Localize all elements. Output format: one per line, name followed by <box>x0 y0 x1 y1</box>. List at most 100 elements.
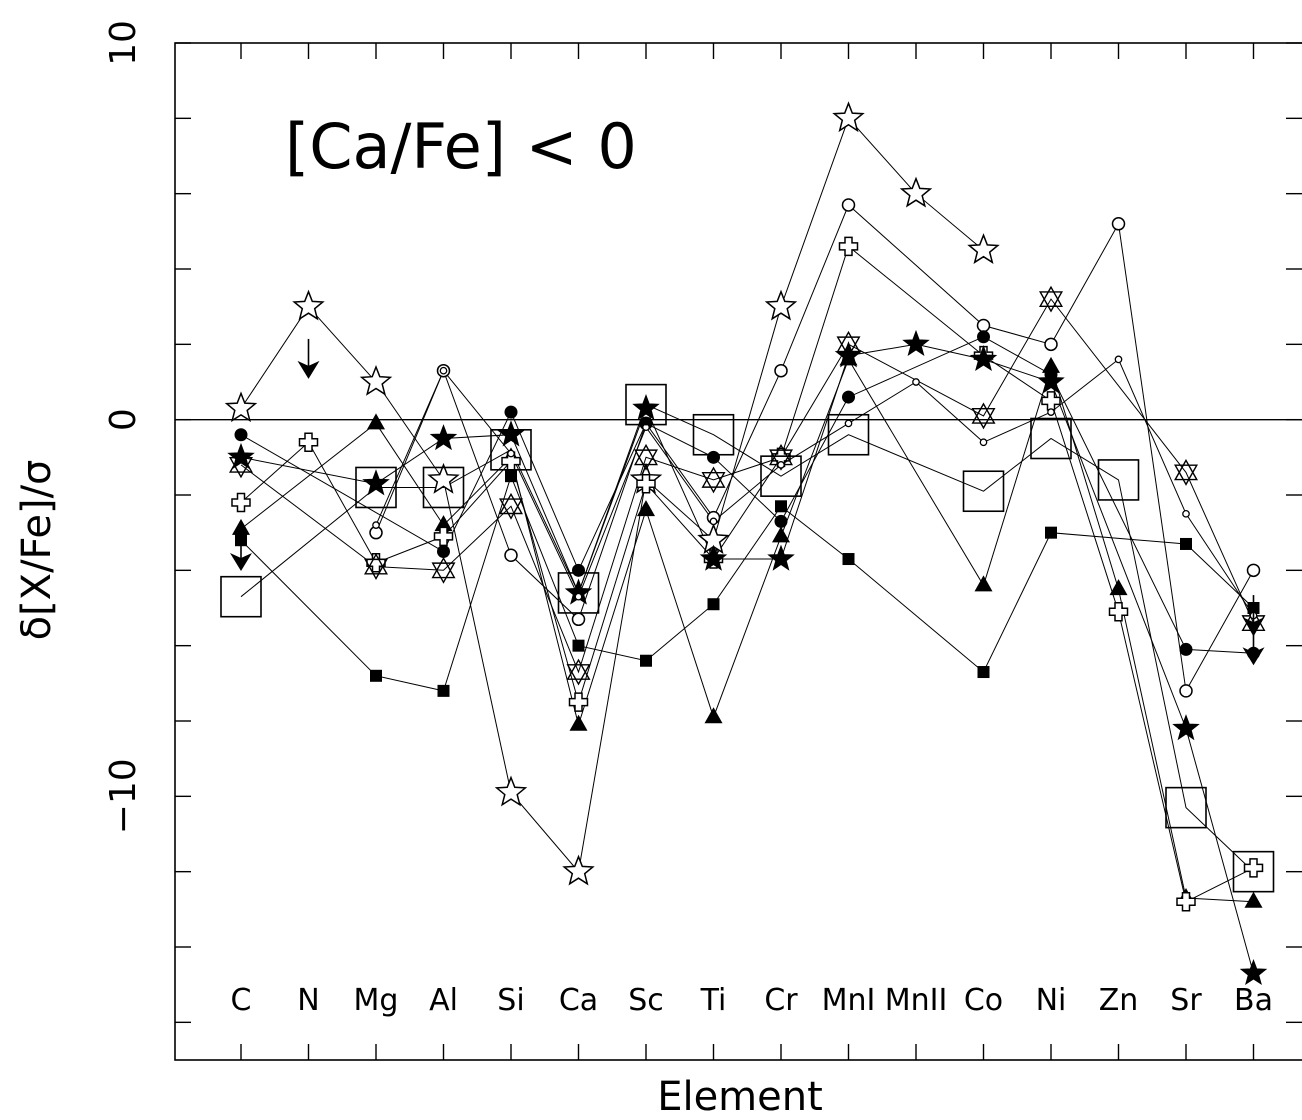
series-line <box>240 403 1254 873</box>
plot-frame <box>174 42 1302 1061</box>
filled-circle-marker <box>707 450 720 464</box>
series-marks <box>220 101 1275 986</box>
open-hexagram-marker <box>499 498 523 520</box>
open-circle-marker <box>1246 563 1261 578</box>
open-cross-marker <box>298 432 319 453</box>
filled-circle-marker <box>572 563 585 577</box>
filled-triangle-marker <box>1042 356 1060 373</box>
large-open-square-marker <box>827 413 870 456</box>
open-circle-marker <box>571 612 586 627</box>
category-label: N <box>297 983 319 1018</box>
filled-square-marker <box>842 553 855 566</box>
filled-circle-marker <box>977 330 990 344</box>
open-star-marker <box>832 101 865 133</box>
open-hexagram-marker <box>1174 464 1198 486</box>
filled-circle-marker <box>1179 642 1193 656</box>
filled-circle-marker <box>504 405 518 419</box>
small-open-circle-marker <box>507 449 515 458</box>
filled-triangle-marker <box>434 515 453 532</box>
open-hexagram-marker <box>634 449 658 471</box>
category-label: C <box>231 983 252 1018</box>
filled-circle-marker <box>437 545 450 558</box>
open-star-marker <box>224 391 258 423</box>
open-star-marker <box>764 289 798 321</box>
open-hexagram-marker <box>634 443 658 466</box>
filled-star-marker <box>767 544 795 571</box>
open-hexagram-marker <box>364 553 388 575</box>
large-open-square-marker <box>962 470 1005 513</box>
category-label: Ca <box>559 983 598 1018</box>
open-circle-marker <box>976 318 991 333</box>
small-open-circle-marker <box>1182 509 1190 518</box>
open-star-marker <box>967 233 1000 264</box>
large-open-square-marker <box>490 428 532 471</box>
category-label: Ni <box>1036 983 1067 1018</box>
category-label: Ba <box>1234 983 1273 1018</box>
filled-star-marker <box>227 442 255 470</box>
open-cross-marker <box>1041 391 1061 411</box>
large-open-square-marker <box>1097 459 1140 501</box>
open-hexagram-marker <box>1174 458 1198 481</box>
filled-triangle-marker <box>232 518 250 535</box>
open-hexagram-marker <box>971 402 996 424</box>
filled-triangle-marker <box>772 526 790 543</box>
filled-star-marker <box>699 544 728 571</box>
open-hexagram-marker <box>499 492 523 515</box>
series-line <box>240 245 1254 903</box>
large-open-square-marker <box>220 575 262 618</box>
open-circle-marker <box>774 363 788 378</box>
open-hexagram-marker <box>1039 291 1063 313</box>
filled-star-marker <box>497 420 525 447</box>
open-cross-marker <box>1108 602 1129 622</box>
open-cross-marker <box>1176 892 1196 912</box>
filled-square-marker <box>775 500 787 513</box>
filled-square-marker <box>370 669 382 682</box>
small-open-circle-marker <box>1047 408 1055 416</box>
series-line <box>240 336 1254 654</box>
filled-circle-marker <box>842 390 855 404</box>
open-star-marker <box>427 462 460 494</box>
open-hexagram-marker <box>364 558 388 580</box>
small-open-circle-marker <box>372 521 380 529</box>
filled-star-marker <box>1172 714 1200 741</box>
open-hexagram-marker <box>971 408 996 430</box>
y-tick-label: 10 <box>103 20 144 66</box>
category-labels: C N Mg Al Si Ca Sc Ti Cr MnI MnII Co Ni Zn Sr Ba <box>231 983 1273 1018</box>
filled-star-marker <box>1037 367 1065 394</box>
filled-triangle-marker <box>1244 891 1263 908</box>
upper-limit-arrowhead <box>230 553 252 572</box>
open-hexagram-marker <box>1039 285 1063 308</box>
category-label: MnII <box>885 983 948 1018</box>
category-label: Si <box>497 983 524 1018</box>
small-open-circle-marker <box>979 438 988 447</box>
open-hexagram-marker <box>431 556 456 579</box>
y-axis-title: δ[X/Fe]/σ <box>14 460 60 641</box>
open-hexagram-marker <box>701 472 726 494</box>
small-open-circle-marker <box>439 366 448 375</box>
series-line <box>240 358 1254 903</box>
open-star-marker <box>359 364 393 396</box>
small-open-circle-marker <box>1114 355 1123 364</box>
open-star-marker <box>292 289 325 321</box>
category-label: Al <box>429 983 458 1018</box>
large-open-square-marker <box>1030 417 1072 460</box>
open-circle-marker <box>504 548 518 563</box>
open-hexagram-marker <box>701 466 726 488</box>
open-circle-marker <box>1044 337 1058 352</box>
filled-star-marker <box>632 393 660 421</box>
series-line <box>375 358 1254 616</box>
open-cross-marker <box>838 236 859 257</box>
y-tick-label: 0 <box>103 408 144 431</box>
open-hexagram-marker <box>836 336 861 358</box>
filled-square-marker <box>1045 526 1057 539</box>
filled-triangle-marker <box>569 714 588 731</box>
category-label: MnI <box>822 983 876 1018</box>
filled-triangle-marker <box>367 413 385 430</box>
open-hexagram-marker <box>566 658 591 680</box>
filled-circle-marker <box>234 428 248 442</box>
small-open-circle-marker <box>844 419 853 428</box>
upper-limit-arrowhead <box>297 360 320 379</box>
open-hexagram-marker <box>769 449 793 471</box>
filled-square-marker <box>572 639 585 652</box>
